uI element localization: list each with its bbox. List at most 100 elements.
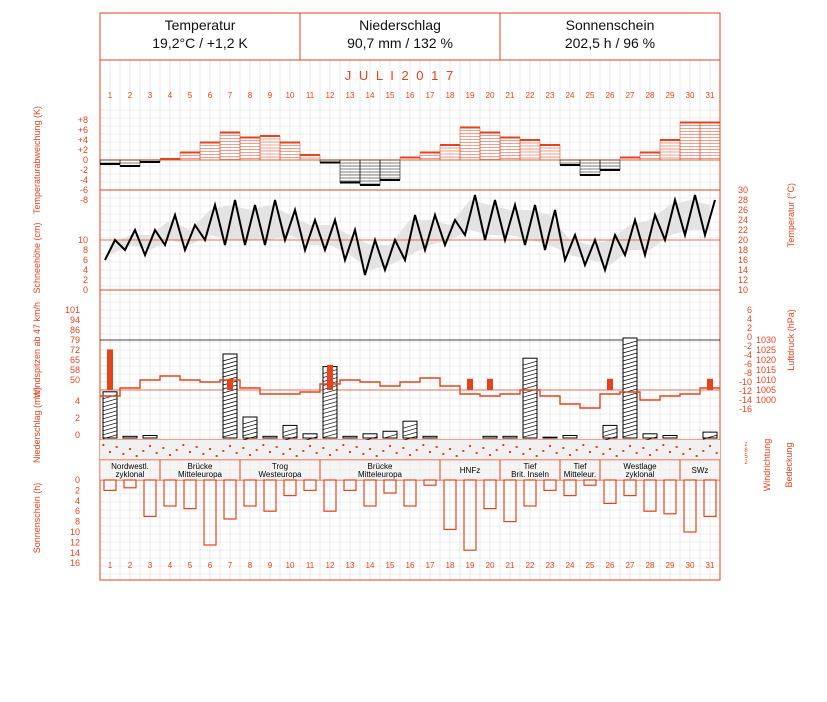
cloud-dot bbox=[609, 448, 611, 450]
cloud-dot bbox=[709, 445, 711, 447]
precip-bar-hatch bbox=[282, 436, 298, 441]
cloud-scale-tick: 8 bbox=[744, 448, 748, 454]
precip-bar bbox=[602, 424, 618, 441]
pressure-tick: 1015 bbox=[756, 365, 776, 375]
day-label-top: 19 bbox=[466, 91, 475, 100]
pressure-left-tick: 2 bbox=[747, 323, 752, 333]
pressure-tick: 1010 bbox=[756, 375, 776, 385]
sun-tick: 0 bbox=[75, 475, 80, 485]
temperature-summary: Temperatur 19,2°C / +1,2 K bbox=[100, 13, 300, 59]
precip-bar-hatch bbox=[622, 352, 638, 358]
precip-bar-hatch bbox=[622, 424, 638, 430]
cloud-dot bbox=[649, 454, 651, 456]
day-label-top: 25 bbox=[586, 91, 595, 100]
cloud-dot bbox=[595, 446, 598, 448]
cloud-dot bbox=[469, 445, 471, 447]
precip-bar-hatch bbox=[222, 400, 238, 406]
day-label-top: 10 bbox=[286, 91, 295, 100]
sunshine-bar bbox=[483, 479, 497, 510]
pressure-tick: 1020 bbox=[756, 355, 776, 365]
cloud-dot bbox=[115, 446, 118, 448]
wind-gust-bar bbox=[227, 378, 233, 390]
precip-bar bbox=[342, 435, 358, 439]
precip-bar-hatch bbox=[522, 404, 538, 410]
cloud-dot bbox=[355, 446, 358, 448]
sun-tick: 12 bbox=[70, 537, 80, 547]
precip-bar bbox=[222, 353, 238, 439]
precip-bar bbox=[622, 337, 638, 439]
precip-bar bbox=[282, 424, 298, 441]
sun-tick: 14 bbox=[70, 548, 80, 558]
wind-direction-axis-label: Windrichtung bbox=[762, 439, 772, 492]
precip-bar-hatch bbox=[622, 408, 638, 414]
precip-bar-hatch bbox=[322, 421, 338, 426]
cloud-dot bbox=[235, 452, 238, 454]
cloud-dot bbox=[275, 446, 278, 448]
precip-bar-hatch bbox=[222, 372, 238, 378]
precip-bar-rect bbox=[482, 435, 498, 439]
anomaly-tick: +2 bbox=[78, 145, 88, 155]
wind-gust-bar bbox=[467, 378, 473, 390]
cloud-dot bbox=[262, 444, 265, 446]
precip-bar-hatch bbox=[522, 364, 538, 370]
sunshine-bar bbox=[383, 479, 397, 494]
temperature-tick: 28 bbox=[738, 195, 748, 205]
cloud-dot bbox=[542, 450, 545, 452]
sun-tick: 10 bbox=[70, 527, 80, 537]
cloud-dot bbox=[109, 451, 111, 453]
day-label-top: 18 bbox=[446, 91, 455, 100]
precip-bar-hatch bbox=[602, 432, 618, 437]
precip-bar-hatch bbox=[222, 388, 238, 394]
weather-type-label: Nordwestl. zyklonal bbox=[111, 462, 149, 479]
precip-bar-hatch bbox=[522, 372, 538, 378]
cloud-scale-tick: 5 bbox=[744, 454, 748, 460]
cloud-dot bbox=[315, 452, 318, 454]
precip-bar-hatch bbox=[222, 368, 238, 374]
precip-bar-hatch bbox=[102, 410, 118, 416]
cloud-dot bbox=[675, 446, 678, 448]
cloud-dot bbox=[569, 454, 571, 456]
pressure-tick: 1025 bbox=[756, 345, 776, 355]
precip-bar-rect bbox=[122, 435, 138, 439]
precip-bar-hatch bbox=[242, 419, 258, 425]
sunshine-bar bbox=[363, 479, 377, 507]
pressure-line bbox=[100, 375, 720, 409]
cloud-dot bbox=[549, 445, 551, 447]
precip-bar bbox=[382, 430, 398, 439]
sunshine-bar bbox=[323, 479, 337, 512]
wind-axis-label: Windspitzen ab 47 km/h bbox=[32, 302, 42, 398]
temperature-summary-title: Temperatur bbox=[164, 17, 236, 33]
sunshine-bar bbox=[403, 479, 417, 507]
precip-bar-hatch bbox=[242, 427, 258, 433]
sunshine-bar bbox=[523, 479, 537, 507]
precip-bar-hatch bbox=[222, 356, 238, 362]
wind-tick: 58 bbox=[70, 365, 80, 375]
wind-tick: 94 bbox=[70, 315, 80, 325]
day-label-bottom: 7 bbox=[228, 561, 233, 570]
cloud-dot bbox=[409, 454, 411, 456]
cloud-dot bbox=[689, 448, 691, 450]
precip-bar-hatch bbox=[622, 368, 638, 374]
precip-bar bbox=[122, 435, 138, 439]
precip-bar-rect bbox=[622, 337, 638, 439]
day-label-top: 22 bbox=[526, 91, 535, 100]
pressure-left-tick: -6 bbox=[744, 359, 752, 369]
temperature-summary-value: 19,2°C / +1,2 K bbox=[152, 35, 248, 51]
anomaly-tick: -6 bbox=[80, 185, 88, 195]
precip-bar-hatch bbox=[522, 392, 538, 398]
pressure-left-tick: -10 bbox=[739, 377, 752, 387]
precip-bar-hatch bbox=[322, 413, 338, 418]
cloud-dot bbox=[655, 449, 658, 451]
pressure-left-tick: -2 bbox=[744, 341, 752, 351]
pressure-tick: 1000 bbox=[756, 395, 776, 405]
snow-tick: 6 bbox=[83, 255, 88, 265]
precip-bar-rect bbox=[362, 433, 378, 439]
cloud-dot bbox=[442, 453, 445, 455]
temperature-tick: 14 bbox=[738, 265, 748, 275]
precip-bar-hatch bbox=[522, 360, 538, 366]
precip-tick: 4 bbox=[75, 396, 80, 406]
sunshine-bar bbox=[683, 479, 697, 533]
cloud-dot bbox=[502, 444, 505, 446]
day-label-bottom: 30 bbox=[686, 561, 695, 570]
